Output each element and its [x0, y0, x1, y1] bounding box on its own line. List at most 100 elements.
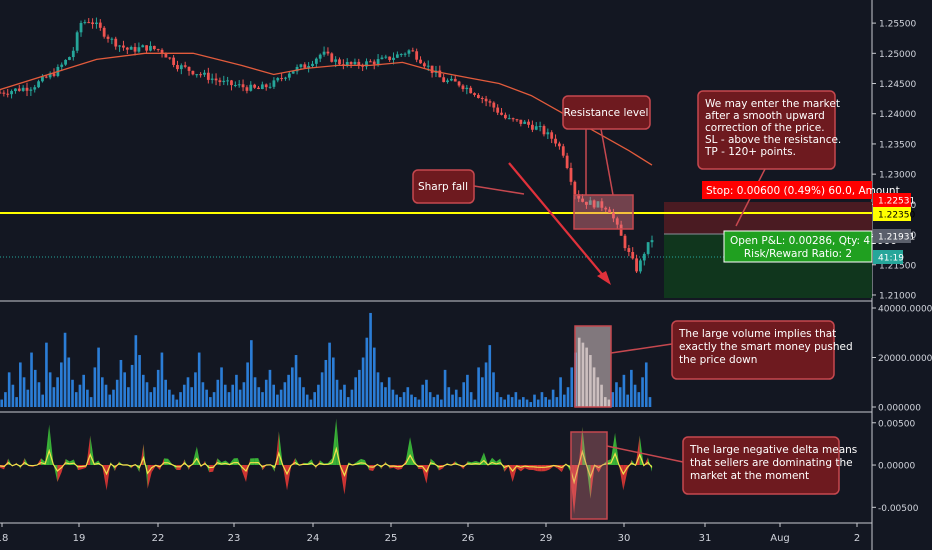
- volume-bar: [451, 394, 454, 407]
- delta-area: [258, 458, 263, 471]
- candle: [303, 64, 307, 68]
- candle: [542, 126, 546, 135]
- volume-bar: [477, 367, 480, 407]
- candle: [2, 92, 6, 94]
- candle: [457, 81, 461, 86]
- candle: [476, 94, 480, 99]
- volume-bar: [503, 399, 506, 407]
- volume-bar: [499, 397, 503, 407]
- volume-bar: [484, 362, 488, 407]
- volume-bar: [641, 377, 644, 407]
- delta-axis[interactable]: 0.00500 0.00000 -0.00500: [872, 419, 919, 514]
- delta-area: [110, 461, 115, 472]
- candle: [488, 101, 492, 103]
- volume-bar: [335, 379, 339, 407]
- volume-bar: [22, 377, 26, 407]
- volume-bar: [432, 397, 436, 407]
- countdown-tag-box: [873, 250, 903, 264]
- candle: [627, 248, 631, 252]
- candle: [206, 72, 210, 80]
- volume-bar: [0, 399, 4, 407]
- candle: [60, 64, 64, 67]
- candle: [334, 59, 338, 62]
- candle: [623, 235, 627, 249]
- volume-bar: [458, 397, 462, 407]
- volume-bar: [283, 382, 287, 407]
- volume-bar: [291, 367, 294, 407]
- note-entry-plan[interactable]: We may enter the market after a smooth u…: [697, 90, 841, 170]
- candle: [507, 118, 511, 120]
- delta-area: [500, 458, 505, 472]
- volume-bar: [492, 372, 495, 407]
- pnl-label[interactable]: Open P&L: 0.00286, Qty: 41666 Risk/Rewar…: [723, 230, 897, 263]
- candle: [133, 46, 137, 52]
- volume-bar: [86, 389, 89, 407]
- note-box: [562, 95, 651, 130]
- time-tick-label: 30: [618, 533, 631, 544]
- candle: [284, 77, 287, 79]
- candle: [357, 61, 361, 66]
- candle: [118, 45, 121, 47]
- candle: [152, 45, 156, 50]
- volume-bar: [533, 394, 536, 407]
- note-sharp-fall[interactable]: Sharp fall: [412, 169, 475, 204]
- delta-area: [381, 461, 386, 470]
- candle: [106, 36, 110, 39]
- volume-bar: [402, 392, 406, 407]
- time-tick-label: 22: [152, 533, 165, 544]
- volume-series: [0, 312, 652, 407]
- volume-bar: [201, 382, 205, 407]
- volume-bar: [399, 397, 402, 407]
- volume-bar: [637, 392, 641, 407]
- note-negative-delta[interactable]: The large negative delta means that sell…: [682, 436, 857, 495]
- delta-area: [131, 464, 136, 469]
- volume-tick-label: 0.000000: [878, 404, 921, 414]
- note-large-volume[interactable]: The large volume implies that exactly th…: [671, 320, 853, 380]
- delta-area: [233, 458, 238, 466]
- time-axis[interactable]: 18 19 22 23 24 25 26 29 30 31 Aug 2: [0, 523, 860, 544]
- candle: [492, 102, 496, 108]
- candle: [260, 84, 264, 90]
- volume-bar: [346, 397, 350, 407]
- volume-bar: [41, 394, 45, 407]
- delta-area: [254, 458, 259, 466]
- volume-bar: [153, 387, 156, 407]
- note-resistance-level[interactable]: Resistance level: [562, 95, 651, 130]
- volume-bar: [26, 389, 30, 407]
- delta-area: [73, 459, 78, 471]
- candle: [233, 84, 237, 86]
- candle: [222, 80, 226, 83]
- candle: [183, 65, 187, 67]
- candle: [326, 51, 330, 54]
- candle: [388, 56, 392, 60]
- volume-bar: [440, 399, 443, 407]
- candle: [87, 22, 91, 24]
- price-tick-label: 1.21000: [879, 291, 916, 301]
- candle: [604, 207, 608, 210]
- volume-highlight-box: [574, 325, 612, 408]
- volume-axis[interactable]: 40000.000000 20000.000000 0.000000: [872, 305, 932, 414]
- delta-area: [336, 418, 341, 469]
- candle: [129, 46, 133, 50]
- volume-bar: [410, 394, 413, 407]
- volume-bar: [190, 387, 194, 407]
- stop-label[interactable]: Stop: 0.00600 (0.49%) 60.0, Amount: [702, 181, 900, 199]
- candle: [500, 112, 503, 115]
- volume-bar: [536, 399, 540, 407]
- volume-bar: [622, 374, 626, 407]
- volume-bar: [387, 377, 391, 407]
- volume-bar: [633, 384, 637, 407]
- sharp-fall-pointer: [473, 185, 525, 195]
- volume-bar: [514, 392, 518, 407]
- candle: [214, 78, 218, 81]
- candle: [403, 53, 407, 55]
- candle: [422, 63, 426, 67]
- price-tick-label: 1.23500: [879, 140, 916, 150]
- volume-bar: [287, 374, 290, 407]
- volume-bar: [238, 389, 242, 407]
- volume-bar: [108, 394, 112, 407]
- candle: [68, 57, 71, 60]
- stop-zone[interactable]: [664, 202, 872, 234]
- volume-bar: [331, 357, 335, 407]
